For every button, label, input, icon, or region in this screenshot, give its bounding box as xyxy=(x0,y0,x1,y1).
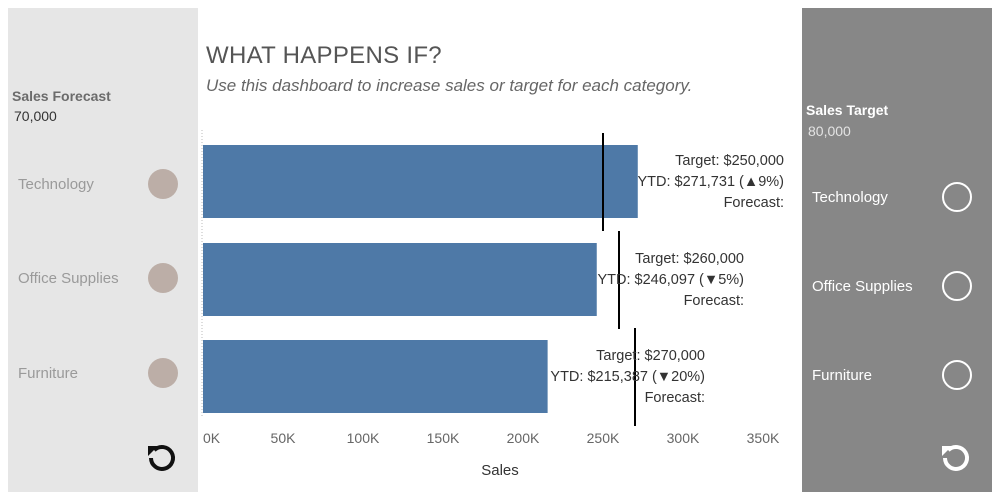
dashboard-title: WHAT HAPPENS IF? xyxy=(206,42,442,69)
x-tick-label: 300K xyxy=(667,430,700,446)
x-tick-label: 350K xyxy=(747,430,780,446)
target-office-supplies-button[interactable] xyxy=(942,271,972,301)
target-technology-button[interactable] xyxy=(942,182,972,212)
target-technology-label: Technology xyxy=(812,189,888,206)
x-tick-label: 0K xyxy=(203,430,221,446)
forecast-label: Forecast: xyxy=(645,390,705,406)
dashboard-subtitle: Use this dashboard to increase sales or … xyxy=(206,76,693,95)
forecast-furniture-label: Furniture xyxy=(18,365,79,382)
x-tick-label: 250K xyxy=(587,430,620,446)
bar-technology xyxy=(203,145,638,218)
sales-target-title: Sales Target xyxy=(806,102,889,118)
sales-forecast-value: 70,000 xyxy=(14,108,57,124)
target-label: Target: $270,000 xyxy=(596,348,705,364)
sales-target-value: 80,000 xyxy=(808,123,851,139)
forecast-office-supplies-label: Office Supplies xyxy=(18,270,119,287)
forecast-label: Forecast: xyxy=(684,293,744,309)
x-tick-label: 50K xyxy=(271,430,297,446)
ytd-label: YTD: $246,097 (▼5%) xyxy=(597,272,744,288)
forecast-office-supplies-button[interactable] xyxy=(148,263,178,293)
forecast-reset-icon[interactable] xyxy=(144,440,180,476)
target-furniture-label: Furniture xyxy=(812,367,873,384)
forecast-furniture-button[interactable] xyxy=(148,358,178,388)
x-tick-label: 150K xyxy=(427,430,460,446)
ytd-label: YTD: $271,731 (▲9%) xyxy=(637,174,784,190)
forecast-technology-label: Technology xyxy=(18,176,94,193)
target-reset-icon[interactable] xyxy=(938,440,974,476)
sales-target-panel: Sales Target 80,000 Technology Office Su… xyxy=(802,8,992,492)
target-office-supplies-label: Office Supplies xyxy=(812,278,913,295)
sales-forecast-panel: Sales Forecast 70,000 Technology Office … xyxy=(8,8,198,492)
x-tick-label: 100K xyxy=(347,430,380,446)
forecast-technology-button[interactable] xyxy=(148,169,178,199)
ytd-label: YTD: $215,387 (▼20%) xyxy=(550,369,705,385)
forecast-label: Forecast: xyxy=(724,195,784,211)
sales-forecast-title: Sales Forecast xyxy=(12,88,111,104)
x-tick-label: 200K xyxy=(507,430,540,446)
target-furniture-button[interactable] xyxy=(942,360,972,390)
bar-office-supplies xyxy=(203,243,597,316)
sales-bar-chart: Target: $250,000 YTD: $271,731 (▲9%) Forec… xyxy=(201,130,784,479)
target-label: Target: $260,000 xyxy=(635,251,744,267)
bar-furniture xyxy=(203,340,548,413)
target-label: Target: $250,000 xyxy=(675,153,784,169)
x-axis-title: Sales xyxy=(481,462,519,479)
